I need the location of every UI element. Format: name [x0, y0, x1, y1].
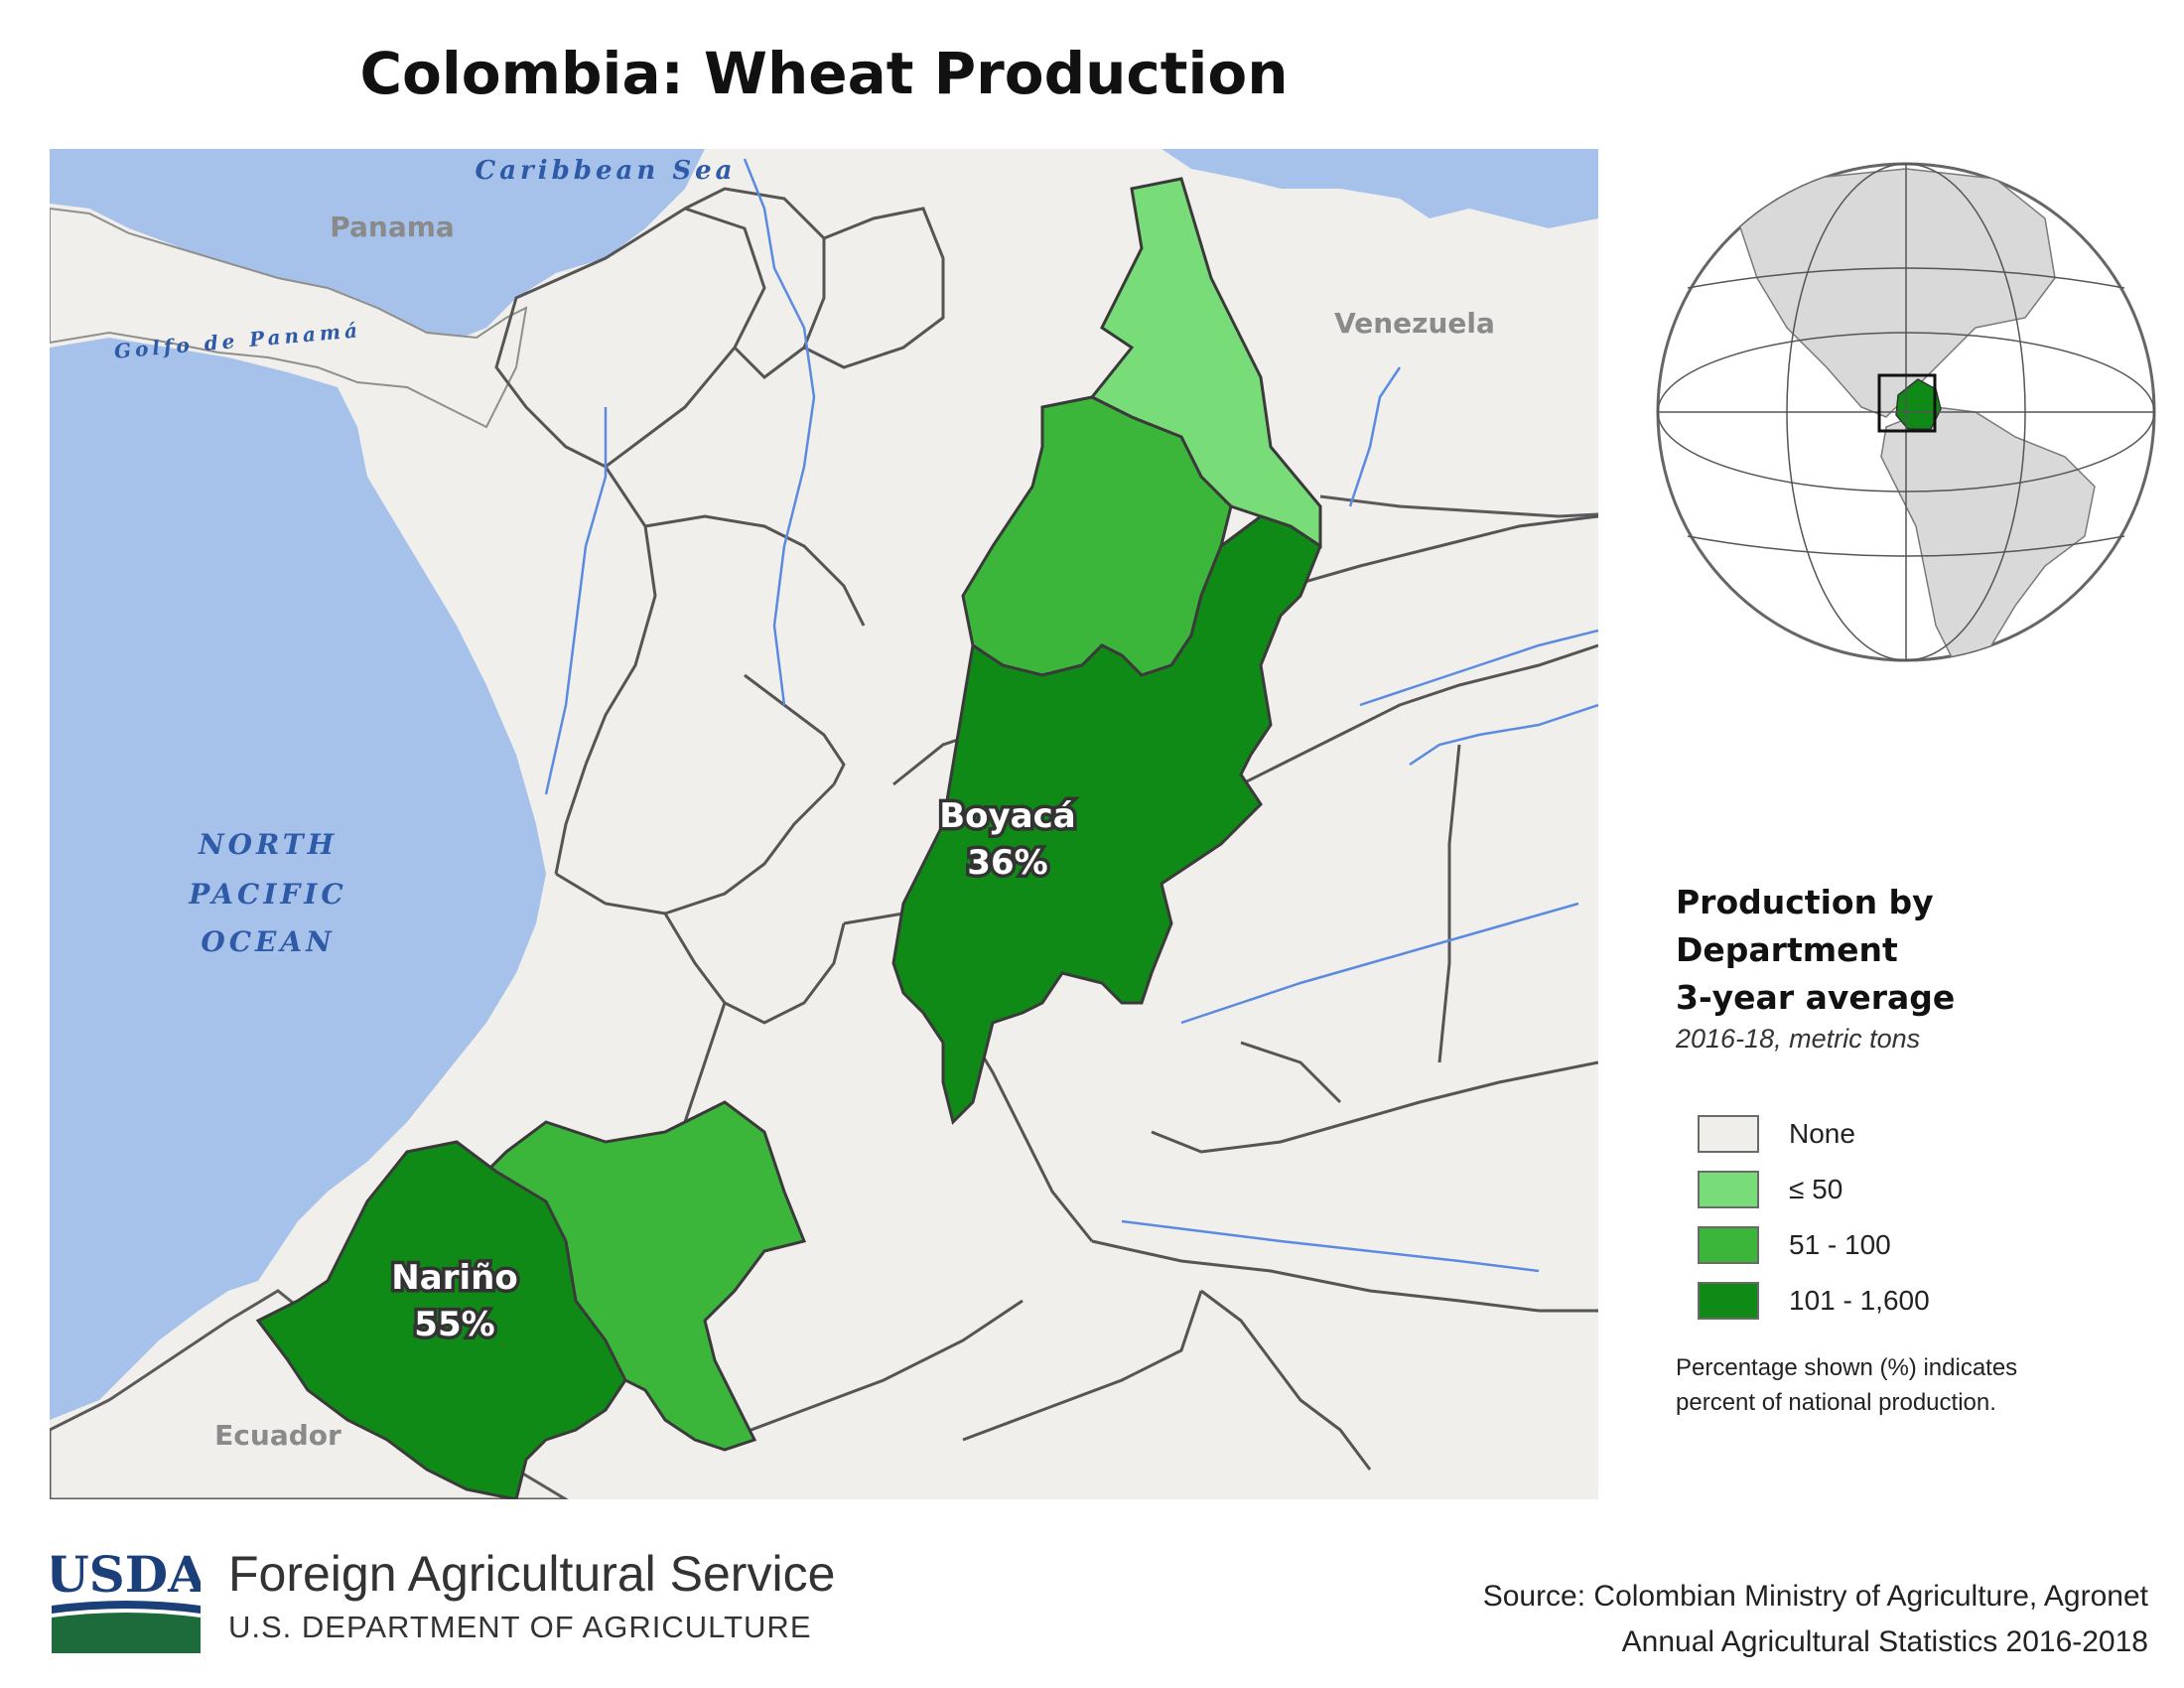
caribbean-sea-label: Caribbean Sea	[476, 156, 737, 186]
source-line-2: Annual Agricultural Statistics 2016-2018	[1621, 1625, 2148, 1658]
panama-label: Panama	[330, 211, 455, 243]
locator-globe	[1648, 159, 2164, 675]
legend-label: 51 - 100	[1789, 1229, 1891, 1260]
boyaca-label: Boyacá	[939, 796, 1075, 836]
department-narino	[255, 1140, 627, 1499]
boyaca-share: 36%	[967, 843, 1047, 883]
department-low-north	[1089, 177, 1322, 549]
legend: Production by Department 3-year average …	[1676, 879, 2152, 1420]
source-block: Source: Colombian Ministry of Agricultur…	[1483, 1574, 2148, 1665]
caribbean-east	[1161, 149, 1598, 228]
legend-swatch	[1698, 1282, 1759, 1320]
pacific-ocean	[50, 338, 546, 1420]
venezuela-label: Venezuela	[1334, 307, 1495, 340]
colombia-map: Caribbean Sea Golfo de Panamá NORTH PACI…	[50, 149, 1598, 1499]
locator-box	[1877, 373, 1937, 433]
legend-note: Percentage shown (%) indicates percent o…	[1676, 1354, 2018, 1416]
narino-share: 55%	[414, 1305, 494, 1344]
rivers	[544, 158, 1598, 1273]
legend-title-line2: 3-year average	[1676, 978, 1956, 1017]
legend-label: None	[1789, 1118, 1855, 1149]
caribbean-sea	[50, 149, 705, 348]
legend-swatch	[1698, 1171, 1759, 1208]
usda-logo: USDA	[46, 1544, 207, 1653]
legend-item-none: None	[1698, 1106, 2152, 1162]
agency-block: Foreign Agricultural Service U.S. DEPART…	[228, 1544, 835, 1645]
pacific-label-1: NORTH	[198, 828, 338, 861]
legend-item-low: ≤ 50	[1698, 1162, 2152, 1217]
legend-swatch	[1698, 1226, 1759, 1264]
ecuador-label: Ecuador	[214, 1419, 341, 1452]
agency-department: U.S. DEPARTMENT OF AGRICULTURE	[228, 1610, 812, 1644]
legend-title-line1: Production by Department	[1676, 883, 1934, 969]
agency-name: Foreign Agricultural Service	[228, 1546, 836, 1602]
legend-swatch	[1698, 1115, 1759, 1153]
pacific-label-2: PACIFIC	[188, 878, 346, 911]
legend-subtitle: 2016-18, metric tons	[1676, 1024, 1921, 1054]
venezuela-border	[1319, 494, 1598, 518]
legend-item-mid: 51 - 100	[1698, 1217, 2152, 1273]
legend-label: ≤ 50	[1789, 1174, 1843, 1204]
pacific-label-3: OCEAN	[201, 925, 335, 958]
department-boyaca	[891, 514, 1322, 1125]
panama-land	[50, 207, 528, 429]
usda-logo-text: USDA	[52, 1545, 201, 1604]
map-title: Colombia: Wheat Production	[359, 40, 1289, 107]
legend-item-high: 101 - 1,600	[1698, 1273, 2152, 1329]
legend-label: 101 - 1,600	[1789, 1285, 1930, 1316]
narino-label: Nariño	[391, 1258, 517, 1298]
source-line-1: Source: Colombian Ministry of Agricultur…	[1482, 1580, 2148, 1613]
